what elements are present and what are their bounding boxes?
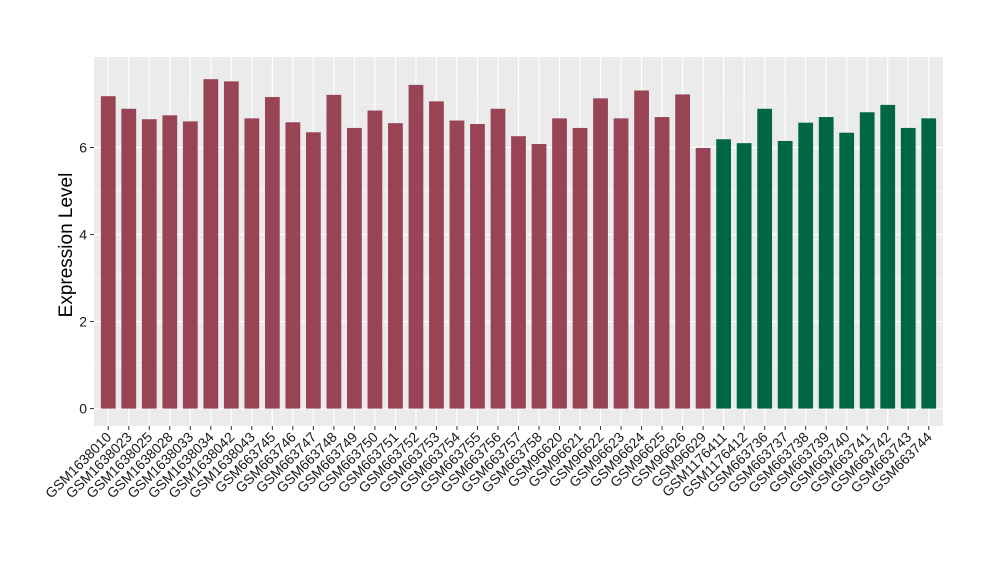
bar [121,108,137,409]
bar [716,139,732,409]
bars [100,79,937,409]
bar [777,140,793,409]
bar [634,90,649,409]
bar [264,97,280,409]
bar [305,132,321,409]
y-tick-label: 2 [79,314,87,330]
bar [490,108,506,409]
bar [182,121,198,409]
bar [531,144,547,409]
bar [757,108,773,409]
bar [367,110,383,409]
bar [900,127,916,409]
bar [285,122,301,409]
bar [388,123,403,409]
y-tick-label: 4 [79,227,87,243]
y-axis-title: Expression Level [56,173,77,318]
bar [141,119,157,409]
bar [511,136,526,409]
bar [572,127,588,409]
y-tick-label: 6 [79,140,87,156]
bar [880,104,896,409]
bar [593,98,608,409]
bar [203,79,219,409]
bar [244,118,260,409]
bar [613,118,629,409]
bar [654,117,670,409]
bar [347,127,362,409]
bar [100,96,116,409]
bar [223,81,239,409]
bar [470,124,485,409]
bar [921,118,937,409]
bar [429,101,444,409]
y-tick-label: 0 [79,401,87,417]
bar [798,122,814,409]
y-axis-ticks: 0 2 4 6 [79,140,94,417]
bar [859,112,875,409]
bar [552,118,567,409]
bar [839,132,855,409]
bar [162,115,178,409]
x-axis-ticks: GSM1638010GSM1638023GSM1638025GSM1638028… [42,426,935,501]
bar [326,94,342,409]
bar [408,84,424,409]
bar [695,147,711,409]
bar [449,120,465,409]
bar [818,117,834,409]
bar [675,94,690,409]
bar [736,143,752,409]
